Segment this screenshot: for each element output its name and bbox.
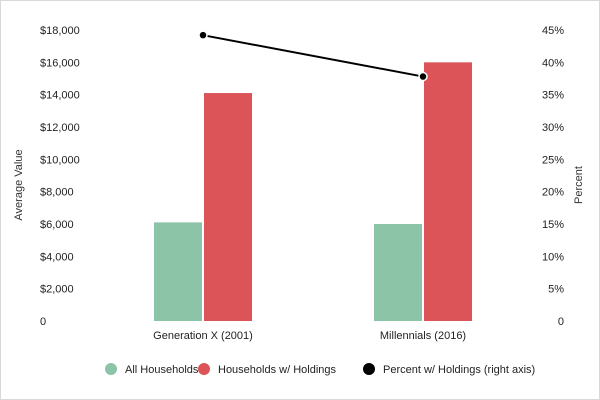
- y-tick-label: $18,000: [40, 25, 80, 37]
- y2-tick-label: 35%: [542, 90, 564, 102]
- y2-tick-label: 5%: [548, 284, 564, 296]
- y2-tick-label: 40%: [542, 57, 564, 69]
- percent-line: [198, 30, 428, 82]
- percent-point: [198, 30, 208, 40]
- category-labels: Generation X (2001) Millennials (2016): [153, 330, 466, 342]
- y-tick-label: $14,000: [40, 90, 80, 102]
- y2-tick-label: 25%: [542, 154, 564, 166]
- legend-percent-with-holdings-label: Percent w/ Holdings (right axis): [383, 364, 535, 376]
- category-label: Generation X (2001): [153, 330, 253, 342]
- y-axis-title: Average Value: [13, 149, 25, 220]
- y-tick-label: $10,000: [40, 154, 80, 166]
- percent-point: [418, 71, 428, 82]
- y-tick-label: $6,000: [40, 219, 74, 231]
- left-tick-labels: 0 $2,000 $4,000 $6,000 $8,000 $10,000 $12,000 $…: [40, 25, 80, 328]
- legend-all-households-label: All Households: [125, 364, 199, 376]
- legend-percent-with-holdings-swatch: [363, 363, 375, 375]
- y-tick-label: $16,000: [40, 57, 80, 69]
- bar-households-with-holdings: [424, 62, 472, 321]
- y2-tick-label: 45%: [542, 25, 564, 37]
- y-tick-label: $8,000: [40, 187, 74, 199]
- y2-axis-title: Percent: [573, 166, 585, 204]
- category-label: Millennials (2016): [380, 330, 466, 342]
- y2-tick-label: 15%: [542, 219, 564, 231]
- bars: [154, 62, 472, 321]
- y2-tick-label: 0: [558, 316, 564, 328]
- y2-tick-label: 10%: [542, 251, 564, 263]
- legend-households-with-holdings-swatch: [198, 363, 210, 375]
- bar-all-households: [374, 224, 422, 321]
- y-tick-label: $2,000: [40, 284, 74, 296]
- y2-tick-label: 30%: [542, 122, 564, 134]
- y2-tick-label: 20%: [542, 187, 564, 199]
- bar-households-with-holdings: [204, 93, 252, 321]
- y-tick-label: $4,000: [40, 251, 74, 263]
- bar-all-households: [154, 222, 202, 321]
- legend-all-households-swatch: [105, 363, 117, 375]
- y-tick-label: 0: [40, 316, 46, 328]
- percent-line-path: [202, 34, 424, 78]
- y-tick-label: $12,000: [40, 122, 80, 134]
- legend: All Households Households w/ Holdings Perc…: [105, 363, 535, 376]
- legend-households-with-holdings-label: Households w/ Holdings: [218, 364, 337, 376]
- right-tick-labels: 0 5% 10% 15% 20% 25% 30% 35% 40% 45%: [542, 25, 564, 328]
